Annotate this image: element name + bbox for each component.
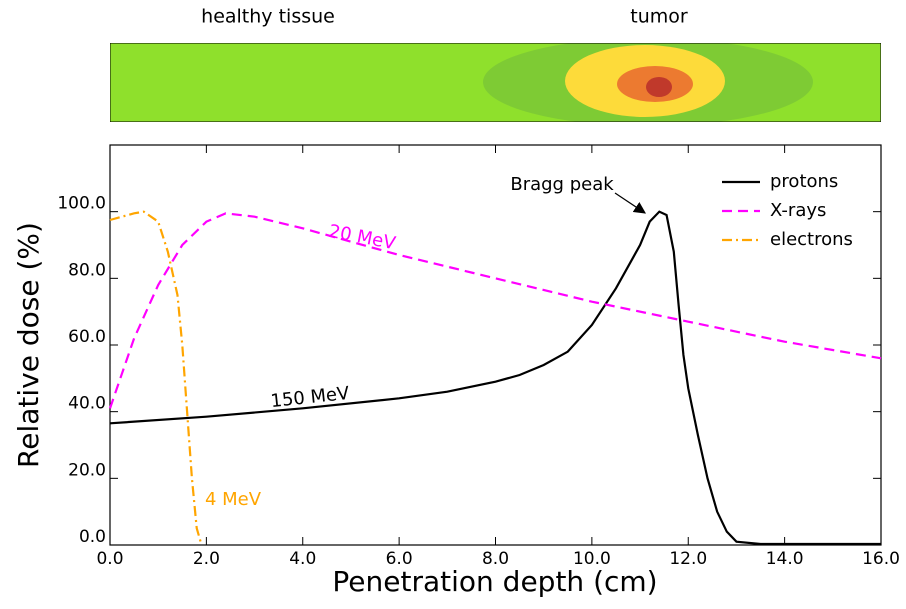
series-line <box>109 210 881 546</box>
annotation: 4 MeV <box>205 489 262 510</box>
plot-frame <box>109 144 882 546</box>
y-tick-label: 60.0 <box>68 327 106 347</box>
series-line <box>109 210 203 546</box>
region-label: healthy tissue <box>201 6 335 28</box>
y-tick-label: 40.0 <box>68 394 106 414</box>
y-tick-label: 20.0 <box>68 460 106 480</box>
annotation-arrow <box>614 192 646 214</box>
y-tick-label: 0.0 <box>79 527 106 547</box>
x-tick-label: 4.0 <box>289 549 316 569</box>
x-tick-label: 10.0 <box>573 549 611 569</box>
legend-label: electrons <box>770 229 853 250</box>
region-label: tumor <box>630 6 688 28</box>
annotation: Bragg peak <box>510 174 614 195</box>
legend-label: X-rays <box>770 200 826 221</box>
x-tick-label: 2.0 <box>193 549 220 569</box>
series-line <box>108 212 882 409</box>
x-axis-label: Penetration depth (cm) <box>332 565 657 598</box>
legend-label: protons <box>770 171 838 192</box>
y-tick-label: 100.0 <box>57 194 106 214</box>
x-tick-label: 14.0 <box>766 549 804 569</box>
annotation: 20 MeV <box>327 221 398 255</box>
x-tick-label: 6.0 <box>386 549 413 569</box>
tissue-strip <box>110 43 881 122</box>
y-tick-label: 80.0 <box>68 260 106 280</box>
x-tick-label: 0.0 <box>96 549 123 569</box>
y-axis-label: Relative dose (%) <box>12 222 45 468</box>
x-tick-label: 12.0 <box>669 549 707 569</box>
x-tick-label: 8.0 <box>482 549 509 569</box>
x-tick-label: 16.0 <box>862 549 900 569</box>
